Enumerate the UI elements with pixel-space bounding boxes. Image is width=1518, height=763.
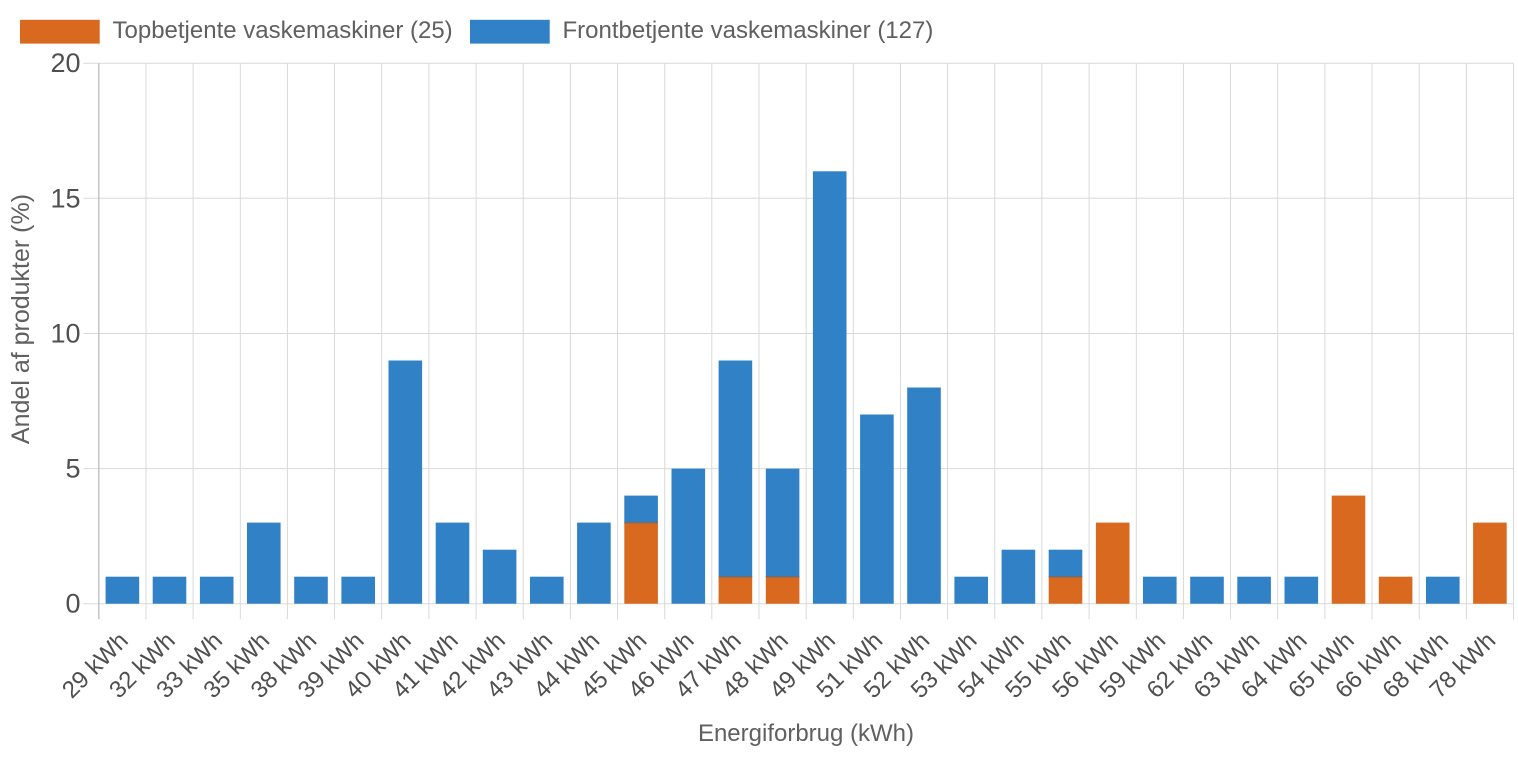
svg-text:Topbetjente vaskemaskiner (25): Topbetjente vaskemaskiner (25) [113,17,453,44]
svg-text:15: 15 [50,183,80,213]
svg-text:0: 0 [65,589,80,619]
svg-text:5: 5 [65,454,80,484]
svg-text:Energiforbrug (kWh): Energiforbrug (kWh) [698,720,914,747]
svg-text:Andel af produkter (%): Andel af produkter (%) [7,194,35,444]
svg-text:Frontbetjente vaskemaskiner (1: Frontbetjente vaskemaskiner (127) [563,17,934,44]
svg-text:10: 10 [50,319,80,349]
svg-text:20: 20 [50,48,80,78]
